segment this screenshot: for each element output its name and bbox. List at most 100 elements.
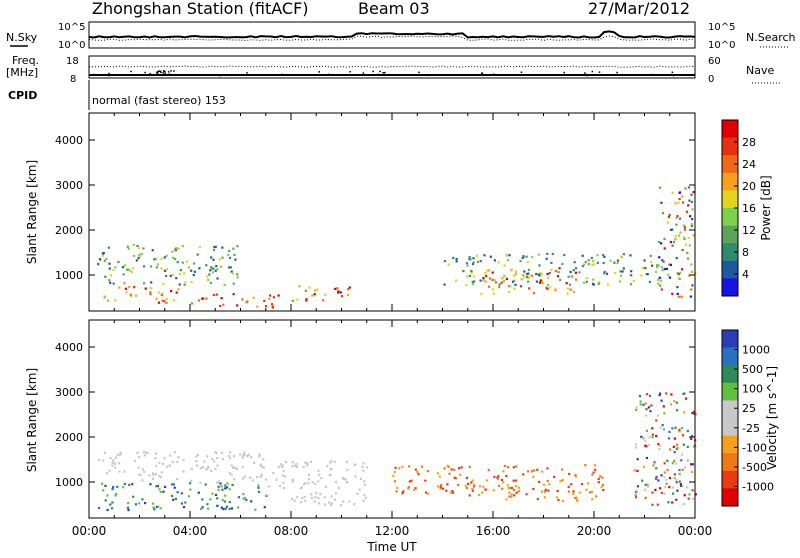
range-gate-cell (671, 501, 674, 504)
range-gate-cell (124, 287, 127, 290)
freq-point (155, 74, 158, 76)
range-gate-cell (532, 469, 535, 472)
range-gate-cell (208, 273, 211, 276)
range-gate-cell (242, 477, 245, 480)
range-gate-cell (683, 237, 686, 240)
range-gate-cell (506, 466, 509, 469)
range-gate-cell (473, 483, 476, 487)
range-gate-cell (317, 480, 320, 483)
colorbar-tick-label: 1000 (742, 344, 770, 357)
range-gate-cell (329, 474, 332, 477)
power-scatter (97, 186, 697, 309)
range-gate-cell (114, 456, 118, 459)
range-gate-cell (160, 293, 163, 297)
range-gate-cell (690, 270, 693, 273)
range-gate-cell (597, 481, 600, 484)
range-gate-cell (678, 472, 681, 475)
range-gate-cell (678, 468, 681, 472)
range-gate-cell (673, 437, 676, 440)
freq-point (399, 74, 401, 76)
range-gate-cell (692, 191, 695, 194)
range-gate-cell (655, 419, 658, 422)
range-gate-cell (660, 288, 663, 291)
range-gate-cell (157, 291, 160, 294)
range-gate-cell (247, 453, 250, 456)
range-gate-cell (665, 482, 668, 485)
range-gate-cell (414, 487, 417, 490)
range-gate-cell (304, 289, 307, 292)
range-gate-cell (668, 486, 671, 489)
range-gate-cell (212, 293, 215, 297)
range-gate-cell (230, 507, 234, 510)
range-gate-cell (632, 279, 635, 282)
range-gate-cell (345, 460, 348, 464)
range-gate-cell (670, 393, 673, 396)
range-gate-cell (190, 269, 193, 272)
velocity-yticks: 1000 2000 3000 4000 (55, 341, 695, 489)
range-gate-cell (243, 497, 247, 500)
range-gate-cell (556, 489, 559, 493)
range-gate-cell (678, 197, 681, 201)
range-gate-cell (455, 260, 458, 263)
colorbar-tick-label: 24 (742, 158, 756, 171)
power-ylabel: Slant Range [km] (25, 160, 39, 264)
range-gate-cell (666, 221, 669, 224)
range-gate-cell (102, 459, 105, 462)
range-gate-cell (102, 489, 105, 492)
range-gate-cell (236, 273, 239, 276)
range-gate-cell (498, 283, 501, 286)
range-gate-cell (295, 465, 299, 469)
range-gate-cell (527, 280, 530, 283)
range-gate-cell (183, 283, 186, 286)
range-gate-cell (165, 267, 169, 270)
range-gate-cell (193, 262, 196, 265)
colorbar-tick-label: 4 (742, 268, 749, 281)
range-gate-cell (320, 477, 323, 480)
range-gate-cell (275, 478, 278, 481)
range-gate-cell (545, 257, 548, 260)
range-gate-cell (150, 265, 153, 268)
range-gate-cell (482, 279, 485, 282)
colorbar-cell (722, 435, 738, 454)
range-gate-cell (293, 499, 296, 502)
range-gate-cell (525, 255, 528, 258)
range-gate-cell (498, 286, 501, 289)
range-gate-cell (200, 507, 203, 510)
range-gate-cell (688, 244, 691, 247)
range-gate-cell (348, 500, 351, 503)
freq-point (173, 70, 175, 72)
range-gate-cell (472, 485, 475, 488)
range-gate-cell (692, 234, 695, 237)
freq-point (167, 71, 170, 73)
range-gate-cell (195, 464, 199, 467)
range-gate-cell (199, 467, 202, 470)
range-gate-cell (159, 490, 162, 494)
range-gate-cell (154, 457, 157, 460)
range-gate-cell (152, 473, 155, 476)
range-gate-cell (259, 463, 262, 466)
colorbar-tick-label: 16 (742, 202, 756, 215)
range-gate-cell (179, 269, 182, 272)
range-gate-cell (679, 271, 682, 274)
range-gate-cell (664, 486, 667, 489)
range-gate-cell (206, 455, 209, 458)
range-gate-cell (123, 482, 126, 486)
range-gate-cell (138, 247, 141, 250)
range-gate-cell (123, 264, 127, 267)
range-gate-cell (530, 470, 534, 473)
range-gate-cell (671, 486, 674, 489)
range-gate-cell (466, 275, 469, 278)
colorbar-cell (722, 488, 738, 507)
station-title: Zhongshan Station (fitACF) (92, 0, 309, 18)
range-gate-cell (572, 492, 575, 495)
range-gate-cell (528, 287, 531, 290)
range-gate-cell (353, 503, 356, 506)
range-gate-cell (543, 490, 546, 493)
range-gate-cell (165, 254, 168, 257)
colorbar-cell (722, 382, 738, 401)
range-gate-cell (539, 279, 542, 282)
range-gate-cell (445, 489, 448, 492)
range-gate-cell (592, 260, 595, 263)
range-gate-cell (649, 410, 652, 413)
range-gate-cell (420, 465, 424, 468)
